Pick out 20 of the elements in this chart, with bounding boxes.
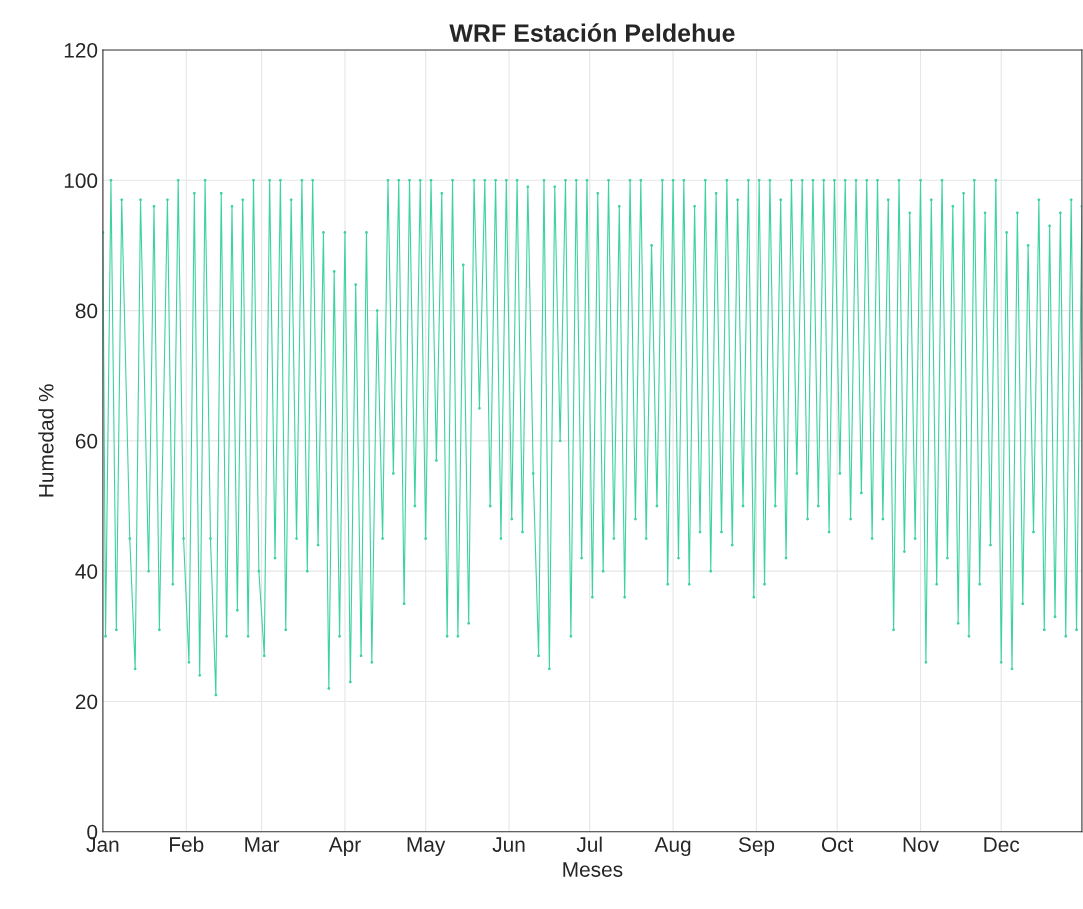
y-tick-label: 60 [75, 433, 98, 449]
x-tick-label: Aug [654, 837, 691, 857]
x-tick-label: Apr [328, 837, 361, 857]
x-tick-label: Mar [245, 837, 280, 852]
y-axis-title: Humedad % [38, 384, 54, 497]
y-tick-label: 120 [64, 43, 98, 58]
x-tick-label: Sep [738, 837, 775, 857]
chart-title: WRF Estación Peldehue [449, 23, 735, 42]
x-tick-label: Feb [170, 836, 204, 852]
y-tick-label: 80 [75, 303, 98, 319]
x-tick-label: Dec [984, 837, 1020, 852]
x-tick-label: Jun [492, 837, 525, 852]
x-tick-label: Nov [903, 837, 939, 852]
x-axis-title: Meses [563, 862, 623, 877]
x-tick-label: Jul [576, 836, 602, 852]
y-tick-label: 20 [75, 694, 98, 710]
y-tick-label: 100 [64, 173, 98, 189]
x-tick-label: May [407, 837, 446, 857]
y-tick-label: 40 [75, 564, 98, 579]
x-tick-label: Oct [821, 837, 854, 852]
